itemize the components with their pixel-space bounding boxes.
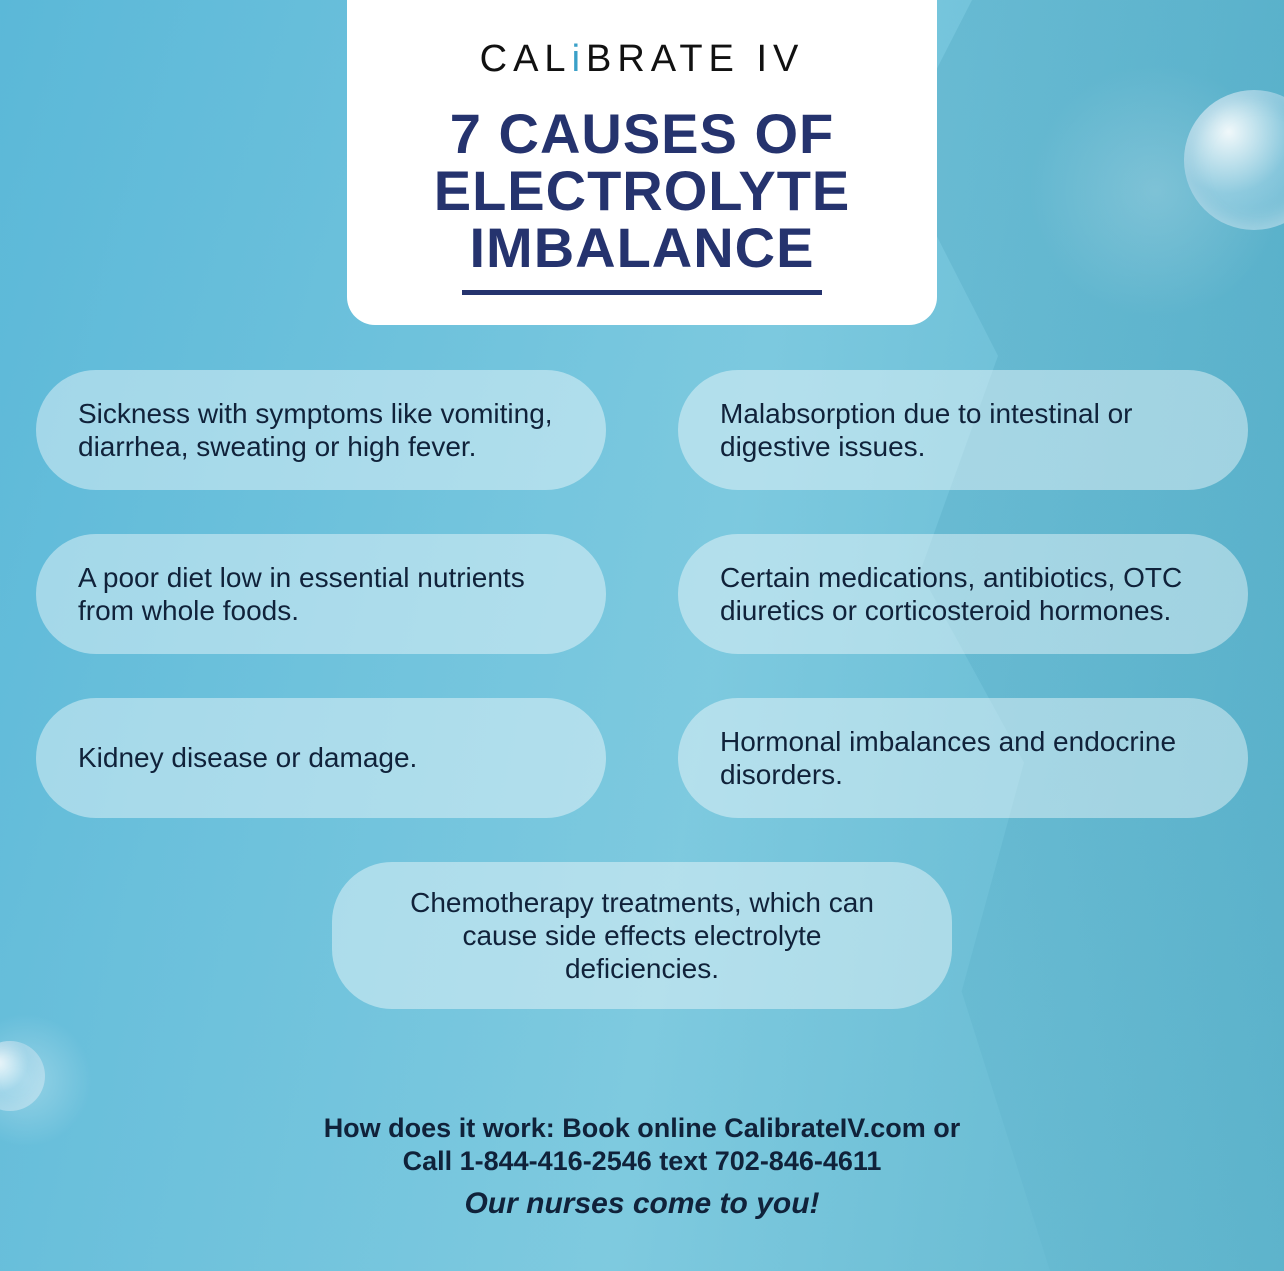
cause-item: Kidney disease or damage. — [36, 698, 606, 818]
cause-text: Sickness with symptoms like vomiting, di… — [78, 397, 564, 463]
cause-item: Hormonal imbalances and endocrine disord… — [678, 698, 1248, 818]
brand-text-before: CAL — [480, 38, 572, 80]
main-title: 7 CAUSES OF ELECTROLYTE IMBALANCE — [383, 105, 901, 276]
footer-cta: How does it work: Book online CalibrateI… — [0, 1112, 1284, 1180]
brand-text-after: BRATE IV — [586, 38, 804, 80]
cause-item: Certain medications, antibiotics, OTC di… — [678, 534, 1248, 654]
cause-item: Malabsorption due to intestinal or diges… — [678, 370, 1248, 490]
footer: How does it work: Book online CalibrateI… — [0, 1112, 1284, 1222]
cause-text: Malabsorption due to intestinal or diges… — [720, 397, 1206, 463]
footer-cta-line: Call 1-844-416-2546 text 702-846-4611 — [403, 1146, 882, 1176]
title-line: ELECTROLYTE — [383, 162, 901, 219]
cause-text: Certain medications, antibiotics, OTC di… — [720, 561, 1206, 627]
cause-text: Chemotherapy treatments, which can cause… — [382, 886, 902, 985]
cause-text: Hormonal imbalances and endocrine disord… — [720, 725, 1206, 791]
cause-item: Sickness with symptoms like vomiting, di… — [36, 370, 606, 490]
cause-item: Chemotherapy treatments, which can cause… — [332, 862, 952, 1009]
header-card: CALiBRATE IV 7 CAUSES OF ELECTROLYTE IMB… — [347, 0, 937, 325]
title-underline — [462, 290, 822, 295]
causes-grid: Sickness with symptoms like vomiting, di… — [36, 370, 1248, 1009]
footer-cta-line: How does it work: Book online CalibrateI… — [324, 1113, 961, 1143]
cause-text: Kidney disease or damage. — [78, 741, 417, 774]
brand-accent-letter: i — [572, 38, 586, 80]
cause-text: A poor diet low in essential nutrients f… — [78, 561, 564, 627]
title-line: 7 CAUSES OF — [383, 105, 901, 162]
title-line: IMBALANCE — [383, 219, 901, 276]
footer-tagline: Our nurses come to you! — [0, 1187, 1284, 1221]
brand-logo: CALiBRATE IV — [383, 38, 901, 81]
cause-item: A poor diet low in essential nutrients f… — [36, 534, 606, 654]
